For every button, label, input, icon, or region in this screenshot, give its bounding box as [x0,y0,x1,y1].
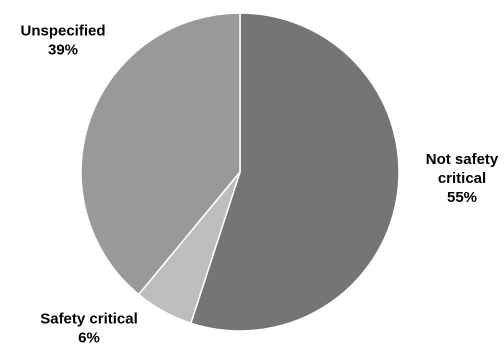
category-label: Unspecified [20,23,105,40]
label-safety-critical: Safety critical 6% [40,311,138,347]
category-label: critical [438,170,486,187]
percent-label: 6% [78,330,100,347]
percent-label: 39% [48,42,78,59]
pie-labels: Not safety critical 55% Safety critical 6% Un… [20,23,498,347]
slice-unspecified [80,12,241,296]
pie-slices [80,12,400,332]
percent-label: 55% [447,189,477,206]
slice-not-safety-critical [189,12,400,332]
category-label: Not safety [426,151,499,168]
label-not-safety-critical: Not safety critical 55% [426,151,499,206]
category-label: Safety critical [40,311,138,328]
label-unspecified: Unspecified 39% [20,23,105,59]
